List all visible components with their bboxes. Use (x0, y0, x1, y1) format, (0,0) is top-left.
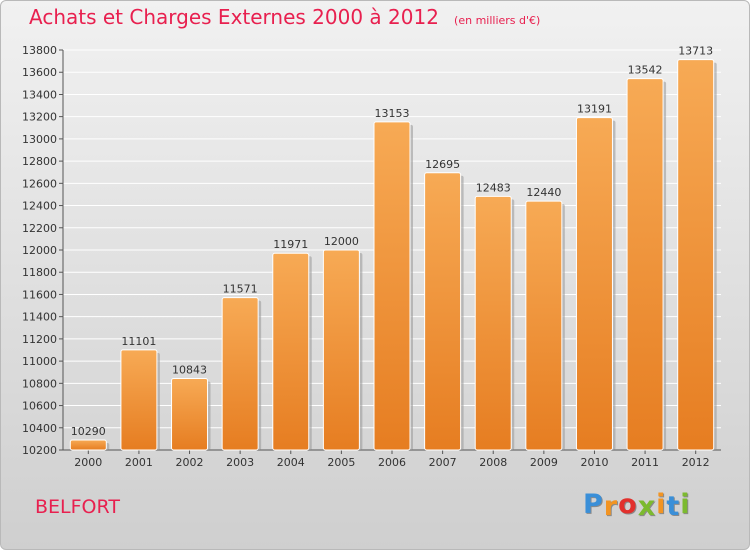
chart-subtitle: (en milliers d'€) (454, 14, 541, 27)
x-tick-label: 2002 (176, 456, 204, 469)
y-tick-label: 10600 (22, 400, 57, 413)
y-tick-label: 13800 (22, 44, 57, 57)
data-label: 11971 (273, 238, 308, 251)
x-tick-label: 2006 (378, 456, 406, 469)
x-tick-label: 2011 (631, 456, 659, 469)
bar-2007[interactable] (424, 172, 462, 451)
x-tick-label: 2000 (74, 456, 102, 469)
x-tick-label: 2007 (429, 456, 457, 469)
chart-title: Achats et Charges Externes 2000 à 2012 (29, 5, 439, 29)
bar-2002[interactable] (171, 378, 209, 451)
data-label: 12000 (324, 235, 359, 248)
y-tick-label: 10400 (22, 422, 57, 435)
y-tick-label: 13600 (22, 66, 57, 79)
logo-letter: i (656, 489, 667, 520)
x-tick-label: 2008 (479, 456, 507, 469)
data-label: 11101 (121, 335, 156, 348)
data-label: 13153 (375, 107, 410, 120)
data-label: 12695 (425, 158, 460, 171)
data-label: 12483 (476, 181, 511, 194)
bar-layer (69, 59, 717, 451)
bar-2011[interactable] (626, 78, 664, 451)
title-row: Achats et Charges Externes 2000 à 2012 (… (29, 5, 540, 29)
bar-2001[interactable] (120, 349, 158, 451)
bar-2008[interactable] (474, 195, 512, 451)
logo-letter: r (603, 491, 619, 522)
bar-2000[interactable] (69, 439, 107, 451)
y-tick-label: 12000 (22, 244, 57, 257)
logo-letter: t (666, 491, 681, 522)
city-label: BELFORT (35, 496, 120, 518)
bar-2010[interactable] (575, 117, 613, 451)
data-label: 13542 (628, 64, 663, 77)
x-tick-label: 2003 (226, 456, 254, 469)
y-tick-label: 10200 (22, 444, 57, 457)
y-tick-label: 10800 (22, 377, 57, 390)
x-tick-label: 2004 (277, 456, 305, 469)
axis-layer: 10200 10400 10600 10800 11000 11200 11400 11600… (22, 44, 721, 469)
y-tick-label: 12200 (22, 222, 57, 235)
y-tick-label: 11600 (22, 288, 57, 301)
data-label: 10290 (71, 425, 106, 438)
y-tick-label: 11000 (22, 355, 57, 368)
y-tick-label: 11800 (22, 266, 57, 279)
logo-letter: o (618, 489, 638, 520)
y-tick-label: 12800 (22, 155, 57, 168)
data-label: 11571 (223, 283, 258, 296)
bar-2009[interactable] (525, 200, 563, 451)
data-label: 10843 (172, 364, 207, 377)
y-tick-label: 12400 (22, 200, 57, 213)
x-tick-label: 2010 (580, 456, 608, 469)
data-label: 13713 (678, 45, 713, 58)
y-tick-label: 13400 (22, 88, 57, 101)
x-tick-label: 2012 (682, 456, 710, 469)
bar-2003[interactable] (221, 297, 259, 451)
logo-letter: P (583, 489, 604, 520)
bar-2004[interactable] (272, 252, 310, 451)
y-tick-label: 12600 (22, 177, 57, 190)
data-label: 13191 (577, 103, 612, 116)
x-tick-label: 2009 (530, 456, 558, 469)
x-tick-label: 2005 (327, 456, 355, 469)
x-tick-label: 2001 (125, 456, 153, 469)
proxiti-logo[interactable]: Proxiti (583, 489, 691, 522)
logo-letter: i (680, 489, 691, 520)
y-tick-label: 13200 (22, 111, 57, 124)
bar-2012[interactable] (677, 59, 715, 451)
logo-letter: x (637, 491, 657, 522)
data-label: 12440 (526, 186, 561, 199)
y-tick-label: 11200 (22, 333, 57, 346)
y-tick-label: 11400 (22, 311, 57, 324)
y-tick-label: 13000 (22, 133, 57, 146)
bar-2006[interactable] (373, 121, 411, 451)
bar-2005[interactable] (322, 249, 360, 451)
label-layer: 10290 11101 10843 11571 11971 12000 13153 12695… (71, 45, 713, 438)
